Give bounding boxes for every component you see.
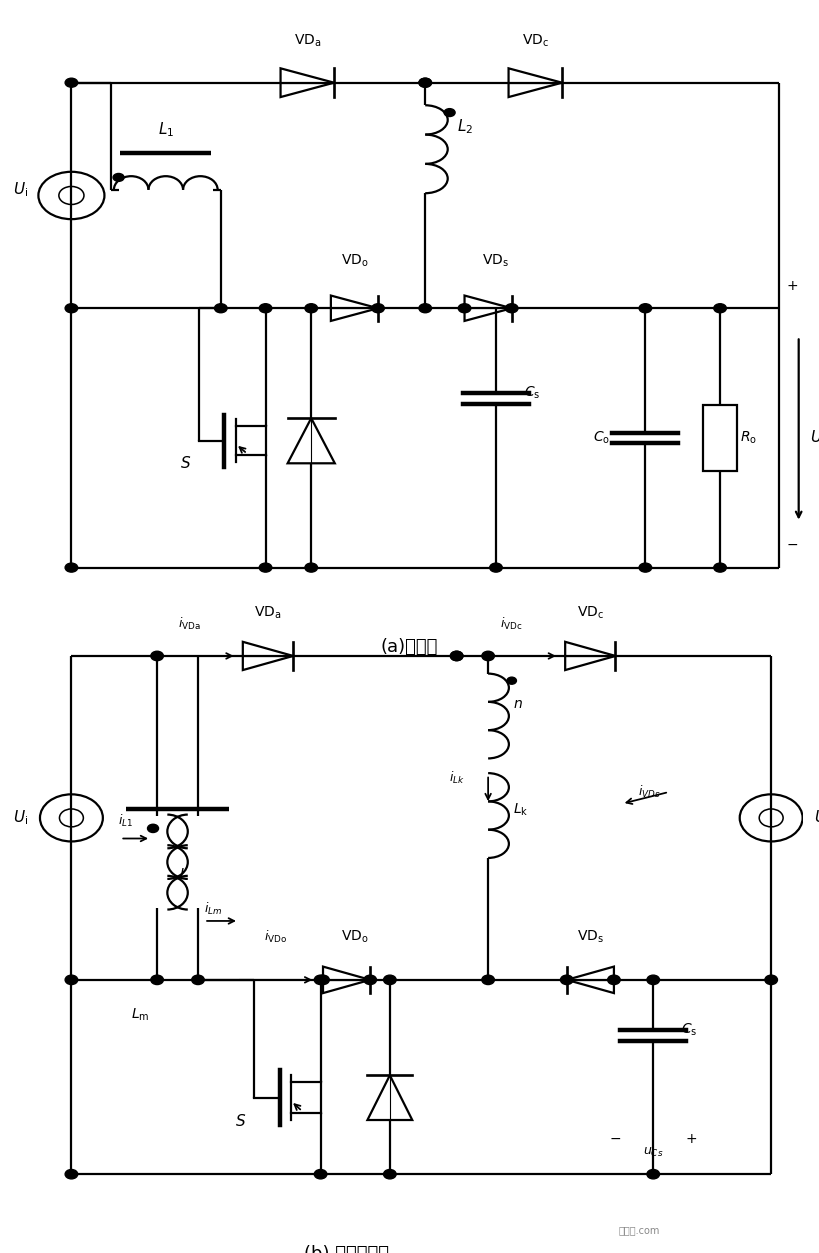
Circle shape (714, 563, 726, 573)
Text: VD$_{\rm s}$: VD$_{\rm s}$ (482, 252, 509, 269)
Text: +: + (686, 1131, 697, 1145)
Text: $u_{Cs}$: $u_{Cs}$ (643, 1146, 663, 1159)
Text: +: + (787, 278, 799, 293)
Text: $L_{\rm k}$: $L_{\rm k}$ (514, 802, 529, 818)
Text: $L_1$: $L_1$ (158, 120, 174, 139)
Text: VD$_{\rm c}$: VD$_{\rm c}$ (522, 33, 549, 49)
Text: VD$_{\rm o}$: VD$_{\rm o}$ (341, 928, 369, 945)
Text: 接线图.com: 接线图.com (618, 1225, 659, 1235)
Text: $U_{\rm o}$: $U_{\rm o}$ (811, 429, 819, 447)
Circle shape (419, 78, 432, 88)
Circle shape (305, 303, 318, 313)
Text: $U_{\rm i}$: $U_{\rm i}$ (13, 180, 28, 199)
Text: VD$_{\rm a}$: VD$_{\rm a}$ (293, 33, 321, 49)
Circle shape (66, 303, 78, 313)
Circle shape (647, 975, 659, 985)
Circle shape (450, 652, 463, 660)
Text: $L_2$: $L_2$ (457, 118, 473, 137)
Text: VD$_{\rm c}$: VD$_{\rm c}$ (577, 604, 604, 620)
Circle shape (647, 1169, 659, 1179)
Circle shape (151, 652, 164, 660)
Circle shape (639, 563, 652, 573)
Text: VD$_{\rm a}$: VD$_{\rm a}$ (254, 604, 282, 620)
Circle shape (364, 975, 377, 985)
Circle shape (383, 975, 396, 985)
Text: $C_{\rm s}$: $C_{\rm s}$ (523, 385, 540, 401)
Text: VD$_{\rm s}$: VD$_{\rm s}$ (577, 928, 604, 945)
Text: $U_{\rm o}$: $U_{\rm o}$ (814, 808, 819, 827)
Circle shape (260, 563, 272, 573)
Circle shape (305, 563, 318, 573)
Circle shape (639, 303, 652, 313)
Text: S: S (236, 1114, 246, 1129)
Text: VD$_{\rm o}$: VD$_{\rm o}$ (341, 252, 369, 269)
Circle shape (419, 78, 432, 88)
Circle shape (459, 303, 471, 313)
Circle shape (314, 975, 327, 985)
Circle shape (317, 975, 329, 985)
Text: $R_{\rm o}$: $R_{\rm o}$ (740, 430, 757, 446)
Text: $i_{Lm}$: $i_{Lm}$ (204, 901, 223, 917)
Text: $n$: $n$ (514, 697, 523, 712)
Circle shape (419, 303, 432, 313)
Circle shape (765, 975, 777, 985)
Circle shape (714, 303, 726, 313)
Text: $i_{\rm VDc}$: $i_{\rm VDc}$ (500, 616, 523, 633)
Circle shape (482, 652, 495, 660)
Circle shape (260, 303, 272, 313)
Circle shape (66, 1169, 78, 1179)
Circle shape (505, 303, 518, 313)
Circle shape (444, 109, 455, 117)
Circle shape (66, 563, 78, 573)
Circle shape (490, 563, 502, 573)
Text: $I$: $I$ (179, 867, 184, 881)
Circle shape (66, 78, 78, 88)
Circle shape (314, 1169, 327, 1179)
Text: S: S (181, 456, 190, 471)
Text: $U_{\rm i}$: $U_{\rm i}$ (13, 808, 28, 827)
Circle shape (507, 677, 517, 684)
Circle shape (482, 975, 495, 985)
Circle shape (147, 824, 159, 832)
Text: $i_{VDs}$: $i_{VDs}$ (637, 784, 660, 799)
Circle shape (450, 652, 463, 660)
Text: (b) 简化原理图: (b) 简化原理图 (304, 1244, 389, 1253)
Text: $i_{Lk}$: $i_{Lk}$ (449, 769, 464, 786)
Circle shape (66, 975, 78, 985)
Circle shape (192, 975, 204, 985)
Circle shape (383, 1169, 396, 1179)
Text: $i_{\rm VDa}$: $i_{\rm VDa}$ (178, 616, 201, 633)
Text: $C_{\rm o}$: $C_{\rm o}$ (593, 430, 610, 446)
Text: $C_{\rm s}$: $C_{\rm s}$ (681, 1021, 697, 1037)
Circle shape (372, 303, 384, 313)
Circle shape (215, 303, 227, 313)
Text: $i_{\rm VDo}$: $i_{\rm VDo}$ (265, 928, 287, 945)
Text: $L_{\rm m}$: $L_{\rm m}$ (131, 1007, 149, 1024)
Circle shape (151, 975, 164, 985)
Text: −: − (609, 1131, 622, 1145)
Text: −: − (787, 538, 799, 553)
Circle shape (560, 975, 573, 985)
Circle shape (113, 173, 124, 182)
Circle shape (608, 975, 620, 985)
Text: (a)原理图: (a)原理图 (381, 638, 438, 655)
Text: $i_{L1}$: $i_{L1}$ (117, 813, 133, 829)
